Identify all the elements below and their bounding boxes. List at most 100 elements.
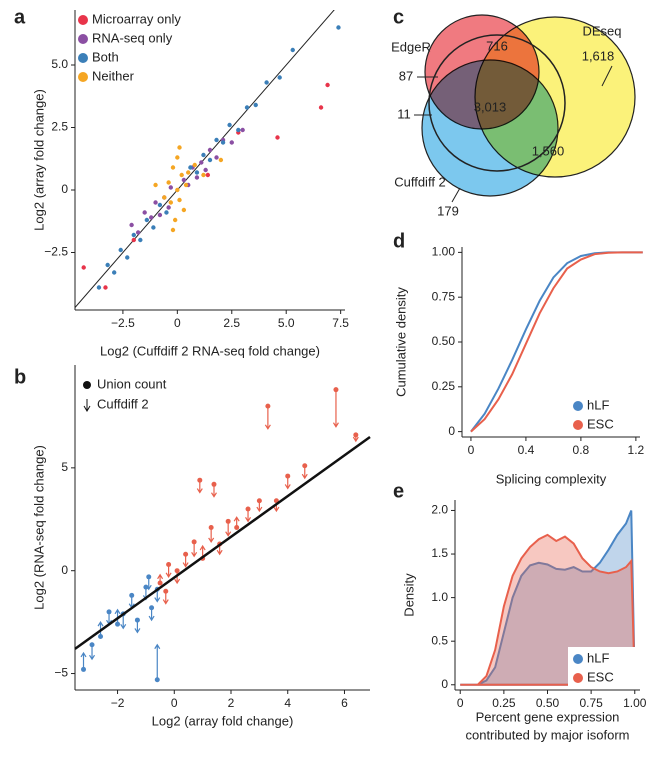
point <box>197 477 203 483</box>
point <box>336 25 341 30</box>
point <box>157 212 163 218</box>
legend-label: ESC <box>587 669 614 684</box>
point <box>149 215 154 220</box>
point <box>181 177 187 183</box>
x-tick-label: 2 <box>228 696 235 710</box>
point <box>81 265 86 270</box>
panel-letter: b <box>14 366 26 388</box>
point <box>149 605 155 611</box>
point <box>81 666 87 672</box>
point <box>181 207 187 213</box>
point <box>129 222 134 228</box>
x-axis-label: contributed by major isoform <box>465 727 629 742</box>
y-axis-label: Log2 (array fold change) <box>31 89 46 231</box>
x-tick-label: 5.0 <box>278 316 295 330</box>
point <box>131 237 136 243</box>
panel-letter: d <box>393 230 405 252</box>
legend-label: hLF <box>587 397 609 412</box>
point <box>175 155 180 160</box>
venn-outline <box>428 34 566 172</box>
legend-point <box>83 381 91 389</box>
y-tick-label: 0.75 <box>432 289 456 303</box>
y-tick-label: 0 <box>61 182 68 196</box>
point <box>164 210 169 215</box>
legend-marker <box>78 72 88 82</box>
x-tick-label: 0.4 <box>518 443 535 457</box>
y-tick-label: 0 <box>448 424 455 438</box>
y-tick-label: 0 <box>61 563 68 577</box>
point <box>125 255 130 260</box>
point <box>318 105 324 110</box>
legend-label: Neither <box>92 68 135 83</box>
point <box>264 80 269 85</box>
arrow <box>80 651 87 670</box>
x-axis-label: Log2 (array fold change) <box>152 713 294 728</box>
point <box>111 270 117 275</box>
point <box>177 197 182 203</box>
arrow <box>264 406 271 430</box>
x-tick-label: −2 <box>111 696 125 710</box>
point <box>227 122 232 128</box>
point <box>265 403 271 409</box>
point <box>118 247 123 253</box>
point <box>168 185 174 190</box>
y-tick-label: 5 <box>61 460 68 474</box>
legend-label: Cuffdiff 2 <box>97 396 149 411</box>
y-tick-label: 1.0 <box>431 590 448 604</box>
region-count: 1,560 <box>532 143 565 158</box>
legend-label: hLF <box>587 650 609 665</box>
point <box>353 432 359 438</box>
point <box>135 230 141 235</box>
venn-set <box>424 14 540 130</box>
set-name: Cuffdiff 2 <box>394 174 446 189</box>
point <box>194 170 200 175</box>
point <box>236 127 241 133</box>
point <box>244 105 250 110</box>
point <box>174 568 180 574</box>
point <box>162 195 167 200</box>
x-tick-label: 7.5 <box>332 316 349 330</box>
leader-line <box>451 187 461 203</box>
x-tick-label: 1.2 <box>628 443 645 457</box>
point <box>191 539 197 545</box>
region-count: 1,618 <box>582 48 615 63</box>
x-tick-label: 1.00 <box>623 696 647 710</box>
x-tick-label: 2.5 <box>223 316 240 330</box>
point <box>157 580 163 586</box>
y-tick-label: 0.50 <box>432 334 456 348</box>
point <box>138 237 143 243</box>
point <box>234 525 240 530</box>
point <box>131 232 136 238</box>
point <box>144 217 150 223</box>
point <box>240 127 245 133</box>
point <box>89 642 95 648</box>
panel-letter: c <box>393 6 404 28</box>
point <box>245 506 251 512</box>
point <box>103 285 108 290</box>
y-axis-label: Density <box>401 573 416 617</box>
point <box>105 262 110 268</box>
point <box>98 634 104 640</box>
point <box>170 227 176 233</box>
x-tick-label: 0.25 <box>492 696 516 710</box>
point <box>203 167 208 173</box>
point <box>177 145 182 150</box>
set-name: DEseq <box>582 23 621 38</box>
point <box>207 157 213 163</box>
x-tick-label: 0 <box>171 696 178 710</box>
legend-label: Union count <box>97 376 167 391</box>
point <box>277 75 282 80</box>
cdf-line <box>470 251 643 433</box>
x-axis-label: Percent gene expression <box>476 709 620 724</box>
region-count: 716 <box>486 38 508 53</box>
legend-marker <box>573 401 583 411</box>
region-count: 11 <box>397 106 411 121</box>
point <box>166 205 171 210</box>
point <box>229 140 234 145</box>
point <box>183 182 189 188</box>
x-tick-label: −2.5 <box>111 316 135 330</box>
x-tick-label: 0 <box>468 443 475 457</box>
point <box>253 102 258 108</box>
point <box>151 225 156 230</box>
panel-letter: a <box>14 6 26 28</box>
